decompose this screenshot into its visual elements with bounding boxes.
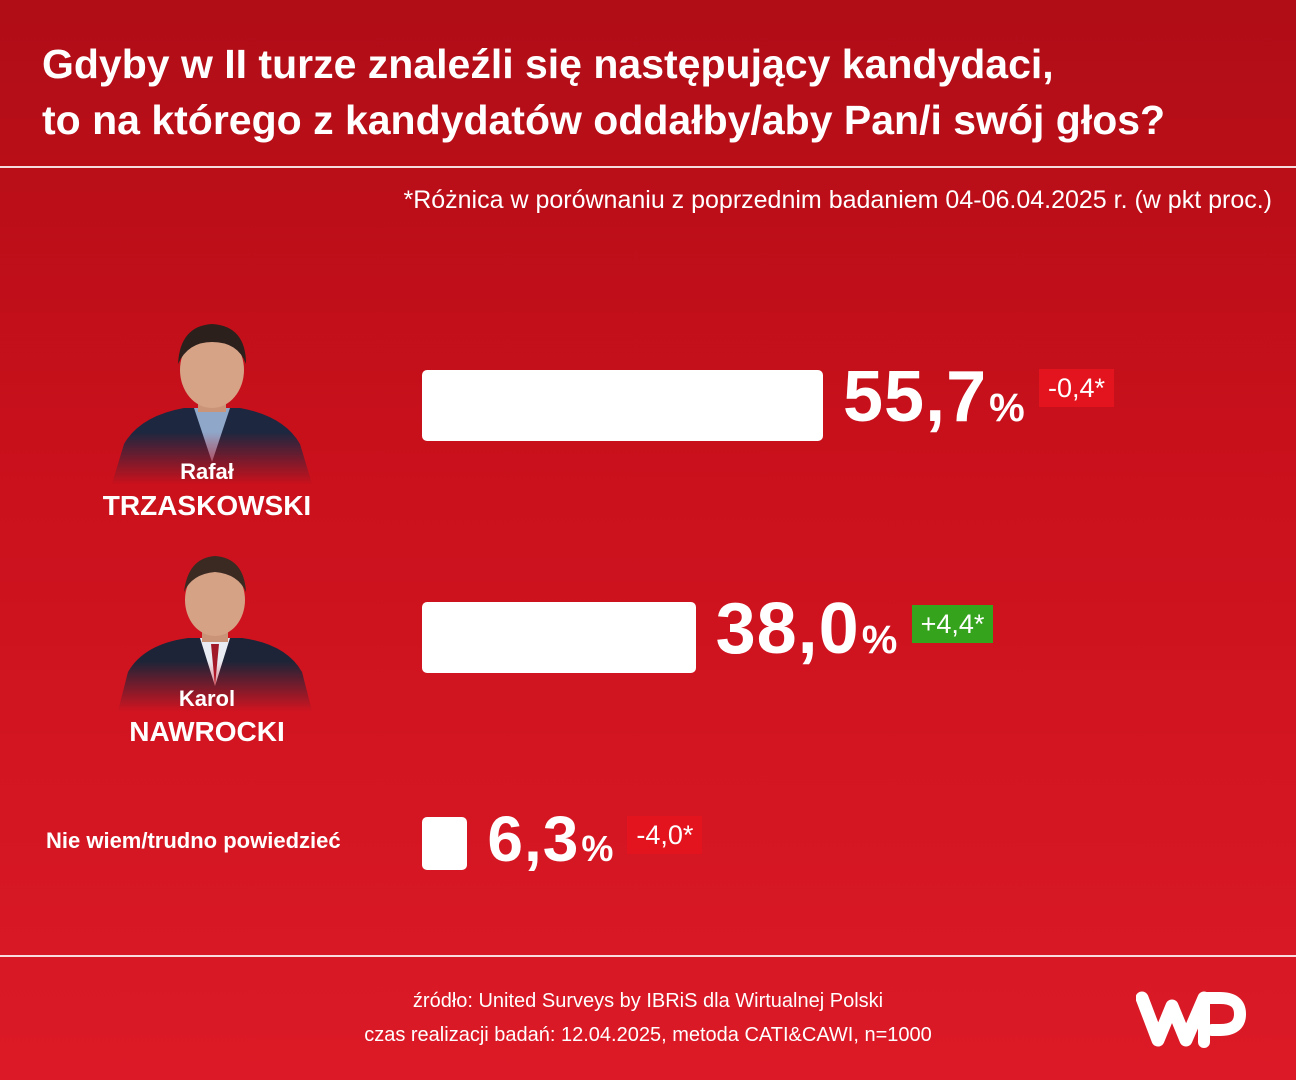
title-line-2: to na którego z kandydatów oddałby/aby P… <box>42 97 1166 143</box>
chart-title: Gdyby w II turze znaleźli się następując… <box>42 36 1272 148</box>
change-badge-nawrocki: +4,4* <box>911 605 994 643</box>
candidate-last-name: NAWROCKI <box>129 716 285 747</box>
difference-note: *Różnica w porównaniu z poprzednim badan… <box>403 186 1272 214</box>
candidate-last-name: TRZASKOWSKI <box>102 490 312 521</box>
details-line: czas realizacji badań: 12.04.2025, metod… <box>364 1024 932 1046</box>
value-label-trzaskowski: 55,7% <box>843 357 1025 437</box>
bottom-divider <box>0 955 1296 957</box>
candidate-first-name: Rafał <box>180 459 234 484</box>
undecided-label: Nie wiem/trudno powiedzieć <box>46 828 341 853</box>
change-badge-undecided: -4,0* <box>627 816 703 854</box>
source-line: źródło: United Surveys by IBRiS dla Wirt… <box>412 990 884 1012</box>
bar-undecided <box>422 817 468 870</box>
candidate-photo-trzaskowski <box>112 312 312 484</box>
value-label-nawrocki: 38,0% <box>715 589 898 669</box>
wp-logo <box>1135 984 1246 1055</box>
candidate-first-name: Karol <box>178 686 236 711</box>
value-label-undecided: 6,3% <box>487 803 614 875</box>
candidate-photo-nawrocki <box>118 546 312 711</box>
change-badge-trzaskowski: -0,4* <box>1039 369 1115 407</box>
title-line-1: Gdyby w II turze znaleźli się następując… <box>42 41 1054 87</box>
top-divider <box>0 166 1296 168</box>
bar-trzaskowski <box>422 370 823 441</box>
bar-nawrocki <box>422 602 696 673</box>
